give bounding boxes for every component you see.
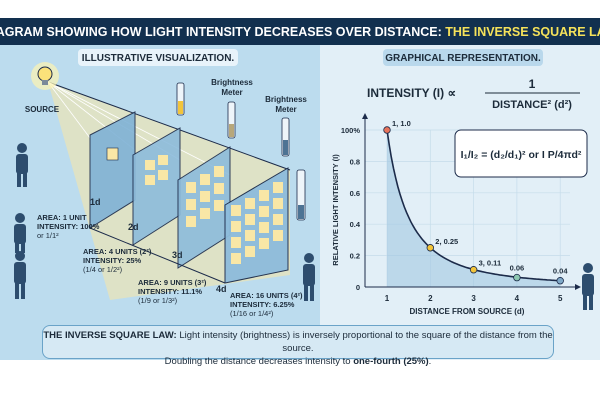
svg-text:AREA: 1 UNIT: AREA: 1 UNIT	[37, 213, 87, 222]
y-tick-label: 0.6	[350, 189, 360, 198]
summary-line-1: THE INVERSE SQUARE LAW: Light intensity …	[43, 330, 553, 354]
x-tick-label: 3	[471, 294, 476, 303]
y-tick-label: 0.4	[350, 220, 361, 229]
meter-label: Brightness	[265, 95, 307, 104]
svg-text:INTENSITY: 25%: INTENSITY: 25%	[83, 256, 142, 265]
data-point	[426, 244, 434, 252]
svg-text:INTENSITY: 100%: INTENSITY: 100%	[37, 222, 100, 231]
x-axis-label: DISTANCE FROM SOURCE (d)	[410, 307, 525, 316]
svg-text:(1/4 or 1/2²): (1/4 or 1/2²)	[83, 265, 123, 274]
meter-label: Meter	[275, 105, 296, 114]
ray-top	[47, 81, 291, 171]
svg-text:INTENSITY: 6.25%: INTENSITY: 6.25%	[230, 300, 295, 309]
right-heading: GRAPHICAL REPRESENTATION.	[385, 53, 541, 64]
formula-box-text: I₁/I₂ = (d₂/d₁)² or I P/4πd²	[461, 149, 582, 161]
y-tick-label: 0.2	[350, 252, 360, 261]
y-tick-label: 0	[356, 283, 360, 292]
left-heading: ILLUSTRATIVE VISUALIZATION.	[82, 53, 235, 64]
formula-numerator: 1	[529, 77, 536, 91]
svg-text:AREA: 4 UNITS (2²): AREA: 4 UNITS (2²)	[83, 247, 152, 256]
summary-box: THE INVERSE SQUARE LAW: Light intensity …	[42, 325, 554, 367]
left-heading-pill	[78, 49, 238, 66]
data-label: 0.04	[553, 267, 568, 276]
person-icon	[14, 251, 26, 299]
brightness-meter-1	[176, 82, 185, 116]
x-tick-label: 2	[428, 294, 433, 303]
svg-text:3d: 3d	[172, 250, 183, 260]
data-point	[383, 126, 391, 134]
data-label: 3, 0.11	[479, 259, 502, 268]
source-label: SOURCE	[25, 105, 60, 114]
svg-text:(1/16 or 1/4²): (1/16 or 1/4²)	[230, 309, 274, 318]
meter-label: Meter	[221, 88, 242, 97]
person-icon	[582, 263, 594, 310]
step-2d: 2d AREA: 4 UNITS (2²) INTENSITY: 25% (1/…	[83, 222, 152, 274]
svg-text:4d: 4d	[216, 284, 227, 294]
svg-text:(1/9 or 1/3²): (1/9 or 1/3²)	[138, 296, 178, 305]
y-tick-label: 0.8	[350, 157, 360, 166]
svg-text:or 1/1²: or 1/1²	[37, 231, 59, 240]
brightness-meter-3	[281, 117, 290, 157]
page-title: DIAGRAM SHOWING HOW LIGHT INTENSITY DECR…	[0, 25, 600, 39]
x-tick-label: 5	[558, 294, 563, 303]
svg-text:AREA: 9 UNITS (3²): AREA: 9 UNITS (3²)	[138, 278, 207, 287]
data-label: 1, 1.0	[392, 119, 411, 128]
data-label: 2, 0.25	[435, 237, 458, 246]
y-axis-label: RELATIVE LIGHT INTENSITY (I)	[331, 154, 340, 266]
person-icon	[14, 213, 26, 253]
panel-3d	[177, 146, 231, 269]
distance-axis	[89, 227, 226, 284]
lightbulb-icon	[37, 66, 53, 82]
area-fill	[387, 130, 561, 287]
x-tick-label: 4	[515, 294, 520, 303]
brightness-meter-2	[227, 101, 236, 139]
right-heading-pill	[383, 49, 543, 66]
step-3d: 3d AREA: 9 UNITS (3²) INTENSITY: 11.1% (…	[138, 250, 207, 305]
svg-text:INTENSITY: 11.1%: INTENSITY: 11.1%	[138, 287, 202, 296]
data-label: 0.06	[510, 264, 525, 273]
formula-lhs: INTENSITY (I) ∝	[367, 86, 456, 100]
data-point	[469, 266, 478, 274]
person-icon	[16, 143, 28, 187]
svg-text:AREA: 16 UNITS (4²): AREA: 16 UNITS (4²)	[230, 291, 303, 300]
svg-text:2d: 2d	[128, 222, 139, 232]
panel-4d	[224, 167, 289, 284]
title-banner	[0, 18, 600, 45]
data-point	[513, 273, 521, 282]
right-panel-bg	[320, 45, 600, 360]
panel-2d	[132, 127, 181, 246]
svg-text:1d: 1d	[90, 197, 101, 207]
formula-denominator: DISTANCE² (d²)	[492, 99, 572, 111]
brightness-meter-4	[296, 169, 306, 221]
formula-box	[454, 129, 588, 178]
x-axis-arrow	[575, 284, 581, 290]
person-icon	[303, 253, 315, 301]
meter-label: Brightness	[211, 78, 253, 87]
y-axis-arrow	[362, 113, 368, 119]
y-tick-label: 100%	[341, 126, 361, 135]
summary-line-2: Doubling the distance decreases intensit…	[164, 356, 432, 367]
data-point	[556, 277, 564, 285]
x-tick-label: 1	[385, 294, 390, 303]
step-1d: 1d AREA: 1 UNIT INTENSITY: 100% or 1/1²	[37, 197, 101, 240]
step-4d: 4d AREA: 16 UNITS (4²) INTENSITY: 6.25% …	[216, 284, 303, 318]
